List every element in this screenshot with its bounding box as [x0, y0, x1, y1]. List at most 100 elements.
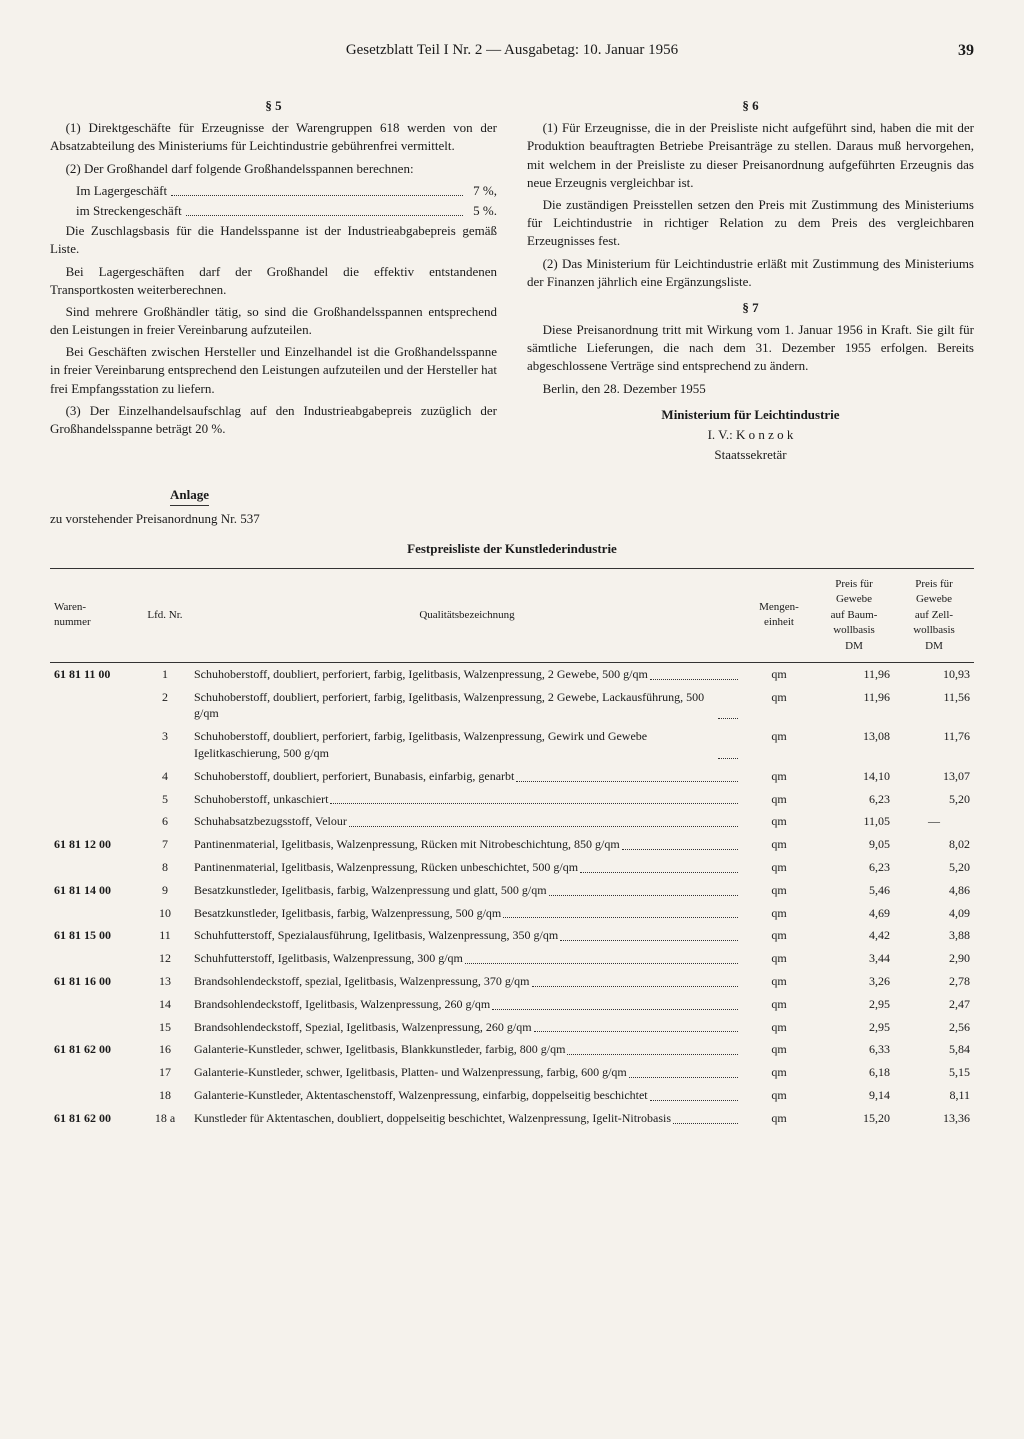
- signature-block: Ministerium für Leichtindustrie I. V.: K…: [527, 406, 974, 465]
- s7-p1: Diese Preisanordnung tritt mit Wirkung v…: [527, 321, 974, 376]
- dot-leader: [516, 781, 738, 782]
- cell-waren: [50, 810, 140, 833]
- cell-waren: 61 81 14 00: [50, 879, 140, 902]
- dot-leader: [650, 679, 738, 680]
- rate-line-1: Im Lagergeschäft 7 %,: [76, 182, 497, 200]
- cell-price1: 3,26: [814, 970, 894, 993]
- table-row: 61 81 15 0011Schuhfutterstoff, Spezialau…: [50, 924, 974, 947]
- two-column-layout: § 5 (1) Direktgeschäfte für Erzeugnisse …: [50, 89, 974, 466]
- table-head: Waren-nummer Lfd. Nr. Qualitätsbezeichnu…: [50, 568, 974, 662]
- dot-leader: [186, 202, 463, 216]
- s5-p7: (3) Der Einzelhandelsaufschlag auf den I…: [50, 402, 497, 438]
- right-column: § 6 (1) Für Erzeugnisse, die in der Prei…: [527, 89, 974, 466]
- cell-desc: Schuhfutterstoff, Igelitbasis, Walzenpre…: [190, 947, 744, 970]
- cell-price2: 3,88: [894, 924, 974, 947]
- table-row: 61 81 11 001Schuhoberstoff, doubliert, p…: [50, 662, 974, 685]
- cell-desc: Besatzkunstleder, Igelitbasis, farbig, W…: [190, 879, 744, 902]
- table-row: 61 81 62 0016Galanterie-Kunstleder, schw…: [50, 1038, 974, 1061]
- s5-p4: Bei Lagergeschäften darf der Großhandel …: [50, 263, 497, 299]
- signatory-name: I. V.: K o n z o k: [527, 426, 974, 444]
- cell-lfd: 18: [140, 1084, 190, 1107]
- cell-price2: 2,78: [894, 970, 974, 993]
- cell-lfd: 3: [140, 725, 190, 765]
- table-row: 10Besatzkunstleder, Igelitbasis, farbig,…: [50, 902, 974, 925]
- cell-unit: qm: [744, 856, 814, 879]
- cell-lfd: 14: [140, 993, 190, 1016]
- s5-p1: (1) Direktgeschäfte für Erzeugnisse der …: [50, 119, 497, 155]
- dot-leader: [567, 1054, 738, 1055]
- cell-price1: 15,20: [814, 1107, 894, 1130]
- cell-price2: 2,56: [894, 1016, 974, 1039]
- cell-desc: Schuhfutterstoff, Spezialausführung, Ige…: [190, 924, 744, 947]
- dot-leader: [718, 718, 738, 719]
- cell-waren: [50, 1061, 140, 1084]
- cell-waren: [50, 788, 140, 811]
- cell-price1: 11,05: [814, 810, 894, 833]
- cell-unit: qm: [744, 765, 814, 788]
- cell-price2: 11,56: [894, 686, 974, 726]
- dot-leader: [718, 758, 738, 759]
- cell-price2: 8,11: [894, 1084, 974, 1107]
- cell-waren: [50, 902, 140, 925]
- cell-waren: [50, 765, 140, 788]
- cell-desc: Schuhabsatzbezugsstoff, Velour: [190, 810, 744, 833]
- cell-price1: 13,08: [814, 725, 894, 765]
- table-row: 15Brandsohlendeckstoff, Spezial, Igelitb…: [50, 1016, 974, 1039]
- cell-price1: 6,23: [814, 856, 894, 879]
- cell-unit: qm: [744, 902, 814, 925]
- s6-p2: Die zuständigen Preisstellen setzen den …: [527, 196, 974, 251]
- table-row: 17Galanterie-Kunstleder, schwer, Igelitb…: [50, 1061, 974, 1084]
- dot-leader: [673, 1123, 738, 1124]
- s5-p3: Die Zuschlagsbasis für die Handelsspanne…: [50, 222, 497, 258]
- table-body: 61 81 11 001Schuhoberstoff, doubliert, p…: [50, 662, 974, 1129]
- cell-waren: 61 81 11 00: [50, 662, 140, 685]
- header-title: Gesetzblatt Teil I Nr. 2 — Ausgabetag: 1…: [346, 42, 678, 58]
- cell-price1: 6,18: [814, 1061, 894, 1084]
- cell-unit: qm: [744, 788, 814, 811]
- cell-waren: 61 81 12 00: [50, 833, 140, 856]
- cell-lfd: 12: [140, 947, 190, 970]
- cell-desc: Brandsohlendeckstoff, spezial, Igelitbas…: [190, 970, 744, 993]
- cell-unit: qm: [744, 662, 814, 685]
- dot-leader: [465, 963, 738, 964]
- section-6-head: § 6: [527, 97, 974, 115]
- dot-leader: [349, 826, 738, 827]
- col-head-price1: Preis fürGewebeauf Baum-wollbasisDM: [814, 568, 894, 662]
- cell-price2: —: [894, 810, 974, 833]
- cell-waren: 61 81 62 00: [50, 1038, 140, 1061]
- table-row: 8Pantinenmaterial, Igelitbasis, Walzenpr…: [50, 856, 974, 879]
- cell-unit: qm: [744, 1038, 814, 1061]
- date-line: Berlin, den 28. Dezember 1955: [527, 380, 974, 398]
- s6-p1: (1) Für Erzeugnisse, die in der Preislis…: [527, 119, 974, 192]
- dot-leader: [492, 1009, 738, 1010]
- cell-price2: 2,90: [894, 947, 974, 970]
- cell-price1: 11,96: [814, 662, 894, 685]
- cell-price1: 6,33: [814, 1038, 894, 1061]
- cell-lfd: 16: [140, 1038, 190, 1061]
- table-row: 4Schuhoberstoff, doubliert, perforiert, …: [50, 765, 974, 788]
- cell-price1: 11,96: [814, 686, 894, 726]
- col-head-waren: Waren-nummer: [50, 568, 140, 662]
- rate1-val: 7 %,: [467, 182, 497, 200]
- cell-price1: 4,42: [814, 924, 894, 947]
- dot-leader: [629, 1077, 738, 1078]
- price-table-title: Festpreisliste der Kunstlederindustrie: [50, 540, 974, 558]
- rate2-label: im Streckengeschäft: [76, 202, 182, 220]
- page-container: Gesetzblatt Teil I Nr. 2 — Ausgabetag: 1…: [50, 40, 974, 1130]
- col-head-unit: Mengen-einheit: [744, 568, 814, 662]
- cell-lfd: 18 a: [140, 1107, 190, 1130]
- cell-price2: 13,07: [894, 765, 974, 788]
- cell-waren: 61 81 16 00: [50, 970, 140, 993]
- dot-leader: [622, 849, 738, 850]
- cell-price2: 5,20: [894, 856, 974, 879]
- dot-leader: [580, 872, 738, 873]
- cell-lfd: 11: [140, 924, 190, 947]
- dot-leader: [532, 986, 738, 987]
- cell-waren: [50, 725, 140, 765]
- cell-unit: qm: [744, 1084, 814, 1107]
- cell-waren: [50, 1084, 140, 1107]
- table-row: 61 81 12 007Pantinenmaterial, Igelitbasi…: [50, 833, 974, 856]
- cell-lfd: 13: [140, 970, 190, 993]
- cell-waren: [50, 993, 140, 1016]
- cell-price1: 4,69: [814, 902, 894, 925]
